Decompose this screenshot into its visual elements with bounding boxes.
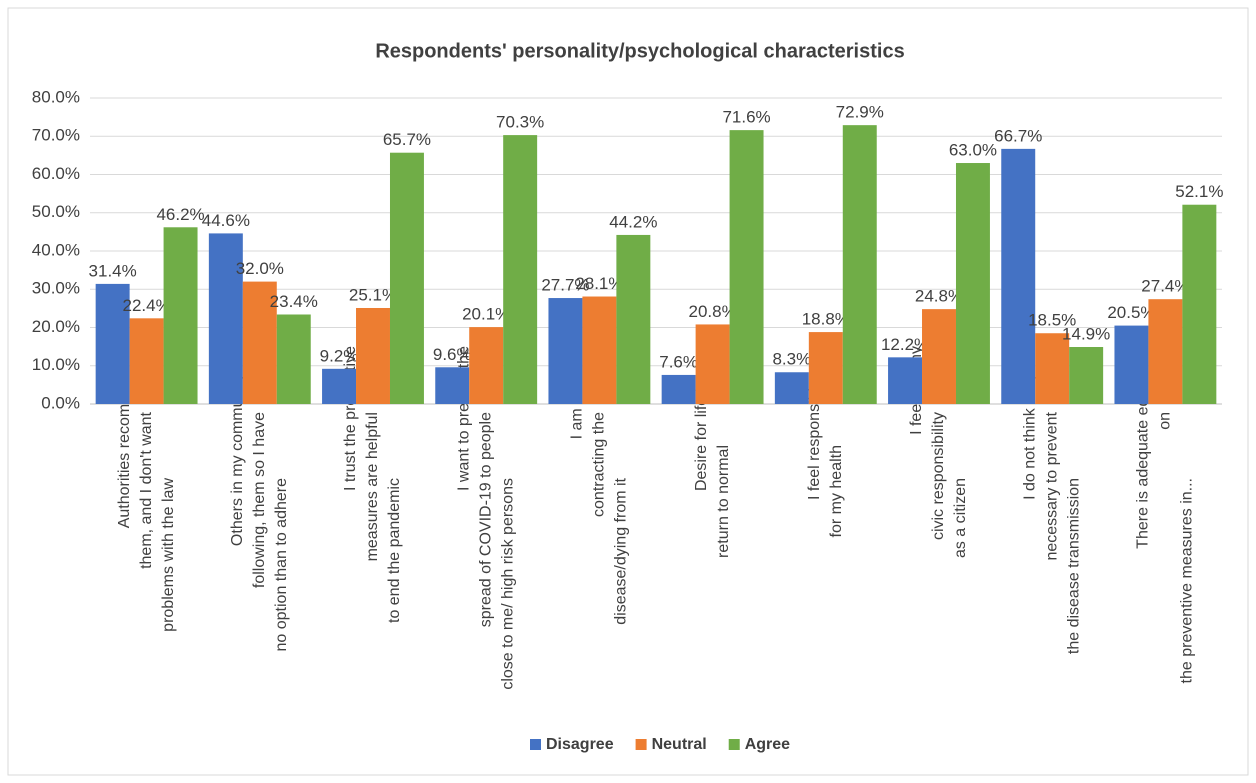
x-tick-label: following, them so I have [251, 412, 268, 588]
legend-label: Agree [745, 736, 790, 753]
value-label: 18.8% [802, 310, 850, 329]
y-tick-label: 80.0% [32, 87, 80, 106]
value-label: 20.5% [1107, 303, 1155, 322]
legend-label: Neutral [652, 736, 707, 753]
x-tick-label: I feel responsible [806, 379, 823, 500]
value-label: 27.4% [1141, 277, 1189, 296]
x-tick-label: close to me/ high risk persons [499, 478, 516, 690]
bar [922, 309, 956, 404]
bar [548, 298, 583, 404]
bar [1182, 204, 1217, 404]
bar [808, 332, 843, 404]
bar [469, 327, 504, 404]
bar [955, 163, 990, 404]
value-label: 8.3% [772, 350, 811, 369]
value-label: 14.9% [1062, 324, 1110, 343]
y-tick-label: 40.0% [32, 240, 80, 259]
x-tick-label: the disease transmission [1065, 478, 1082, 654]
bar [729, 130, 764, 404]
x-tick-label: as a citizen [952, 478, 969, 558]
bar [435, 367, 470, 404]
bar [503, 135, 538, 405]
value-label: 27.7% [541, 276, 589, 295]
value-label: 44.6% [202, 211, 250, 230]
y-tick-label: 10.0% [32, 355, 80, 374]
bar [616, 234, 651, 404]
value-label: 44.2% [609, 212, 657, 231]
x-tick-label: them, and I don't want [138, 411, 155, 568]
bar [695, 324, 730, 404]
x-tick-label: the preventive measures in... [1179, 478, 1196, 683]
x-tick-label: return to normal [715, 445, 732, 558]
value-label: 20.8% [688, 302, 736, 321]
value-label: 28.1% [575, 274, 623, 293]
value-label: 20.1% [462, 305, 510, 324]
legend-swatch [728, 739, 740, 750]
bar [1069, 347, 1104, 404]
value-label: 72.9% [836, 103, 884, 122]
x-tick-label: Desire for life to [693, 379, 710, 491]
x-tick-label: on [1157, 412, 1174, 430]
bar [582, 296, 617, 404]
bar [129, 318, 164, 404]
bar [661, 374, 696, 404]
value-label: 66.7% [994, 126, 1042, 145]
value-label: 52.1% [1175, 182, 1223, 201]
x-tick-label: to end the pandemic [386, 478, 403, 623]
value-label: 24.8% [915, 287, 963, 306]
legend-label: Disagree [546, 736, 614, 753]
value-label: 12.2% [881, 335, 929, 354]
bar [163, 227, 198, 404]
value-label: 32.0% [236, 259, 284, 278]
y-tick-label: 0.0% [41, 393, 80, 412]
x-tick-label: disease/dying from it [613, 477, 630, 624]
value-label: 31.4% [89, 261, 137, 280]
x-tick-label: measures are helpful [364, 412, 381, 561]
bar [774, 372, 809, 404]
x-tick-label: no option than to adhere [273, 478, 290, 652]
chart-title: Respondents' personality/psychological c… [375, 40, 904, 62]
y-tick-label: 60.0% [32, 164, 80, 183]
value-label: 65.7% [383, 130, 431, 149]
bar [1148, 299, 1183, 404]
value-label: 46.2% [156, 205, 204, 224]
value-label: 71.6% [722, 108, 770, 127]
value-label: 22.4% [122, 296, 170, 315]
x-tick-label: problems with the law [160, 478, 177, 632]
legend-swatch [530, 739, 541, 750]
value-label: 63.0% [949, 141, 997, 160]
bar [1114, 325, 1149, 404]
y-tick-label: 30.0% [32, 279, 80, 298]
bar [356, 307, 390, 404]
bar [888, 357, 923, 404]
value-label: 7.6% [659, 352, 698, 371]
y-tick-label: 50.0% [32, 202, 80, 221]
bar [1001, 148, 1036, 404]
x-tick-label: for my health [828, 445, 845, 537]
legend-swatch [635, 739, 647, 750]
x-tick-label: contracting the [591, 412, 608, 517]
value-label: 23.4% [270, 292, 318, 311]
y-tick-label: 20.0% [32, 317, 80, 336]
value-label: 70.3% [496, 113, 544, 132]
bar [322, 368, 357, 404]
x-tick-label: spread of COVID-19 to people [477, 412, 494, 627]
value-label: 9.6% [433, 345, 472, 364]
bar [208, 233, 243, 404]
value-label: 25.1% [349, 285, 397, 304]
x-tick-label: civic responsibility [930, 412, 947, 540]
bar [1035, 333, 1070, 404]
value-label: 18.5% [1028, 311, 1076, 330]
bar [242, 281, 277, 404]
bar [276, 314, 311, 404]
bar [95, 283, 130, 404]
value-label: 9.2% [320, 346, 359, 365]
bar [389, 152, 424, 404]
x-tick-label: necessary to prevent [1043, 411, 1060, 560]
y-tick-label: 70.0% [32, 126, 80, 145]
bar [842, 125, 877, 404]
